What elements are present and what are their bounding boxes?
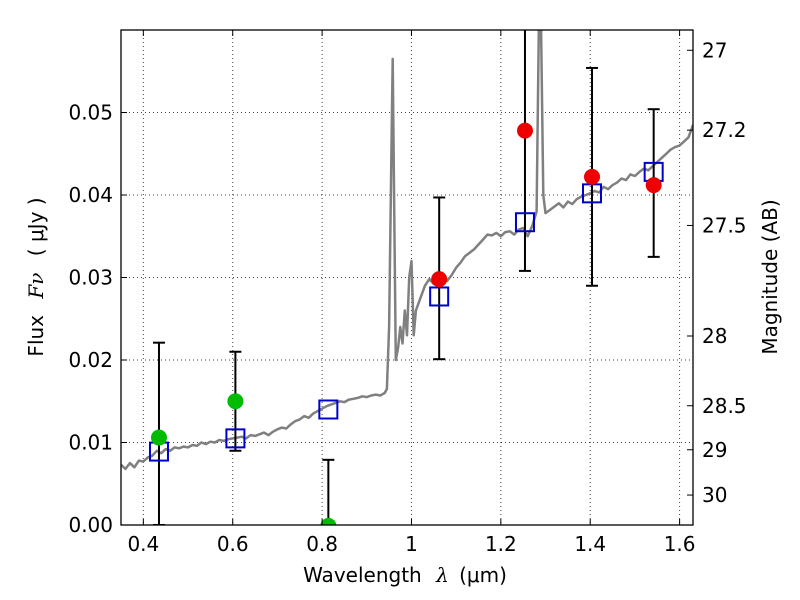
model-photometry-box <box>429 286 450 307</box>
x-axis-label-text: Wavelength <box>303 563 422 587</box>
observed-point-red <box>584 168 601 185</box>
magnitude-axis-ticks: 27 27.2 27.5 28 28.5 29 30 <box>687 38 747 507</box>
y-tick-label: 0.02 <box>68 348 113 372</box>
observed-points <box>150 122 662 525</box>
x-tick-label: 0.6 <box>217 532 249 556</box>
model-photometry-box <box>225 428 246 449</box>
magnitude-tick-label: 27.5 <box>702 213 747 237</box>
magnitude-tick-label: 27.2 <box>702 118 747 142</box>
observed-point-green <box>150 429 167 446</box>
y-axis-label-text: Flux <box>24 315 48 357</box>
y-tick-label: 0.01 <box>68 431 113 455</box>
magnitude-tick-label: 30 <box>702 483 727 507</box>
magnitude-tick-label: 28.5 <box>702 394 747 418</box>
y-axis-label-symbol: Fν <box>24 273 48 300</box>
y-axis-label-unit: ( μJy ) <box>24 197 48 256</box>
x-axis-label-unit: (μm) <box>459 563 507 587</box>
y-axis-label: Flux Fν ( μJy ) <box>24 197 48 356</box>
x-tick-label: 1.2 <box>485 532 517 556</box>
model-spectrum-line <box>121 30 693 471</box>
y-tick-label: 0.03 <box>68 266 113 290</box>
observed-point-red <box>431 271 448 288</box>
x-tick-label: 1.6 <box>664 532 696 556</box>
model-spectrum <box>121 30 693 471</box>
observed-point-red <box>645 177 662 194</box>
magnitude-tick-label: 27 <box>702 38 727 62</box>
magnitude-tick-label: 28 <box>702 324 727 348</box>
model-photometry-box <box>318 399 339 420</box>
y-tick-label: 0.04 <box>68 183 113 207</box>
observed-point-red <box>516 122 533 139</box>
y-axis-ticks: 0.00 0.01 0.02 0.03 0.04 0.05 <box>68 101 127 537</box>
x-tick-label: 1.4 <box>574 532 606 556</box>
model-photometry-box <box>514 212 535 233</box>
observed-point-green <box>320 517 337 525</box>
x-axis-label-symbol: λ <box>435 563 449 587</box>
x-tick-label: 0.8 <box>306 532 338 556</box>
error-bars <box>152 30 660 525</box>
x-tick-label: 0.4 <box>127 532 159 556</box>
observed-point-green <box>227 393 244 410</box>
magnitude-tick-label: 29 <box>702 438 727 462</box>
y-tick-label: 0.00 <box>68 513 113 537</box>
y-tick-label: 0.05 <box>68 101 113 125</box>
x-tick-label: 1 <box>405 532 418 556</box>
x-axis-ticks: 0.4 0.6 0.8 1 1.2 1.4 1.6 <box>127 30 696 556</box>
model-photometry-boxes <box>148 161 664 462</box>
magnitude-axis-label: Magnitude (AB) <box>758 199 782 354</box>
x-axis-label: Wavelength λ (μm) <box>303 563 507 587</box>
